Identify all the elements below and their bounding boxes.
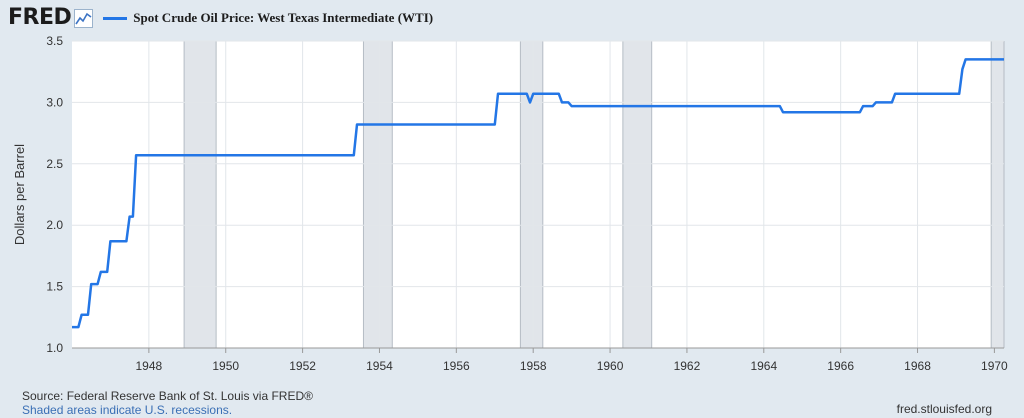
y-tick-label: 1.0	[46, 341, 63, 355]
x-tick-label: 1956	[443, 359, 470, 373]
x-tick-label: 1966	[827, 359, 854, 373]
x-tick-label: 1954	[366, 359, 393, 373]
y-tick-label: 2.0	[46, 218, 63, 232]
legend-swatch	[103, 16, 128, 20]
y-tick-label: 2.5	[46, 157, 63, 171]
series-line	[72, 58, 1004, 329]
recession-band	[363, 41, 393, 348]
x-tick-label: 1958	[520, 359, 547, 373]
x-tick-label: 1960	[597, 359, 624, 373]
y-axis-label: Dollars per Barrel	[12, 144, 27, 245]
fred-logo[interactable]: FRED	[8, 5, 72, 30]
y-tick-label: 3.0	[46, 95, 63, 109]
source-note: Source: Federal Reserve Bank of St. Loui…	[22, 389, 313, 403]
recession-note: Shaded areas indicate U.S. recessions.	[22, 403, 233, 417]
y-tick-label: 3.5	[46, 34, 63, 48]
y-tick-label: 1.5	[46, 280, 63, 294]
x-tick-label: 1948	[136, 359, 163, 373]
legend-label: Spot Crude Oil Price: West Texas Interme…	[133, 10, 434, 25]
site-url[interactable]: fred.stlouisfed.org	[896, 402, 992, 416]
chart-footer: Source: Federal Reserve Bank of St. Loui…	[22, 389, 313, 417]
legend: Spot Crude Oil Price: West Texas Interme…	[103, 10, 433, 26]
recession-band	[622, 41, 652, 348]
recession-band	[520, 41, 543, 348]
x-tick-label: 1962	[674, 359, 701, 373]
x-tick-label: 1964	[750, 359, 777, 373]
chart-header: FRED Spot Crude Oil Price: West Texas In…	[8, 6, 433, 30]
recession-band	[991, 41, 1004, 348]
x-tick-label: 1950	[212, 359, 239, 373]
recession-band	[184, 41, 217, 348]
x-tick-label: 1968	[904, 359, 931, 373]
trend-line-icon	[74, 8, 94, 28]
x-tick-label: 1952	[289, 359, 316, 373]
x-tick-label: 1970	[981, 359, 1008, 373]
